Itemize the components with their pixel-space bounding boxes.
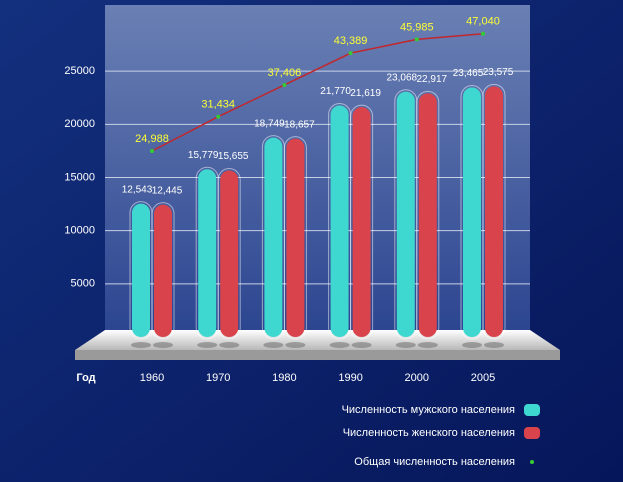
bar-value-label: 18,749	[254, 118, 285, 129]
bar-value-label: 12,543	[122, 184, 153, 195]
bar-value-label: 18,657	[284, 119, 315, 130]
legend-label: Общая численность населения	[354, 456, 515, 468]
bar-shadow	[462, 342, 482, 348]
bar-value-label: 23,465	[453, 68, 484, 79]
line-marker	[481, 31, 485, 36]
bar-shadow	[219, 342, 240, 348]
plot-panel	[105, 5, 530, 333]
bar-shadow	[395, 342, 416, 348]
bar	[352, 107, 371, 337]
y-tick-label: 10000	[64, 225, 95, 237]
bar-shadow	[263, 342, 284, 348]
line-marker	[348, 51, 353, 56]
bar-value-label: 23,068	[387, 72, 418, 83]
x-tick-label: 1990	[338, 372, 362, 384]
line-marker	[414, 37, 419, 42]
bar	[330, 105, 349, 338]
floor-edge	[75, 350, 560, 360]
bar-glow	[283, 136, 307, 340]
bar	[154, 204, 172, 337]
y-tick-label: 25000	[64, 65, 95, 77]
bar-shadow	[131, 342, 151, 348]
bar-shadow	[285, 342, 306, 348]
bar-glow	[416, 90, 440, 340]
bar-value-label: 15,779	[188, 150, 219, 161]
bar-value-label: 22,917	[417, 74, 448, 85]
line-marker	[216, 114, 221, 119]
x-tick-label: 2000	[405, 372, 429, 384]
bar-glow	[151, 202, 175, 340]
bar-value-label: 15,655	[218, 151, 249, 162]
bar-glow	[482, 83, 506, 340]
bar-value-label: 21,619	[350, 88, 381, 99]
total-line	[151, 32, 484, 152]
line-value-label: 45,985	[400, 21, 434, 33]
x-axis-label: Год	[76, 372, 95, 384]
line-marker	[150, 148, 154, 153]
x-tick-label: 1980	[272, 372, 296, 384]
bar	[396, 91, 415, 337]
line-value-label: 31,434	[201, 99, 235, 111]
bar	[132, 203, 150, 337]
legend-label: Численность женского населения	[343, 427, 515, 439]
legend-marker	[530, 460, 534, 464]
y-tick-label: 5000	[71, 278, 95, 290]
legend-swatch	[524, 427, 540, 439]
line-value-label: 24,988	[135, 133, 169, 145]
line-marker	[282, 82, 287, 87]
x-tick-label: 1970	[206, 372, 230, 384]
bar-shadow	[351, 342, 372, 348]
y-tick-label: 15000	[64, 171, 95, 183]
bar	[463, 87, 481, 337]
bar-value-label: 23,575	[483, 67, 514, 78]
bar-shadow	[153, 342, 173, 348]
bar-glow	[217, 168, 241, 340]
bar-value-label: 21,770	[320, 86, 351, 97]
bar	[418, 93, 437, 337]
line-value-label: 37,406	[268, 67, 302, 79]
floor	[75, 330, 560, 350]
bar-glow	[350, 104, 374, 340]
bar-shadow	[417, 342, 438, 348]
y-tick-label: 20000	[64, 118, 95, 130]
bar	[264, 137, 283, 337]
bar	[485, 86, 503, 337]
bar-value-label: 12,445	[152, 185, 183, 196]
x-tick-label: 2005	[471, 372, 495, 384]
line-value-label: 43,389	[334, 35, 368, 47]
legend-label: Численность мужского населения	[342, 404, 515, 416]
legend-swatch	[524, 404, 540, 416]
x-tick-label: 1960	[140, 372, 164, 384]
bar-shadow	[197, 342, 218, 348]
bar	[198, 169, 217, 337]
line-value-label: 47,040	[466, 16, 500, 28]
bar-shadow	[329, 342, 350, 348]
bar-shadow	[484, 342, 504, 348]
bar	[220, 170, 239, 337]
bar	[286, 138, 305, 337]
